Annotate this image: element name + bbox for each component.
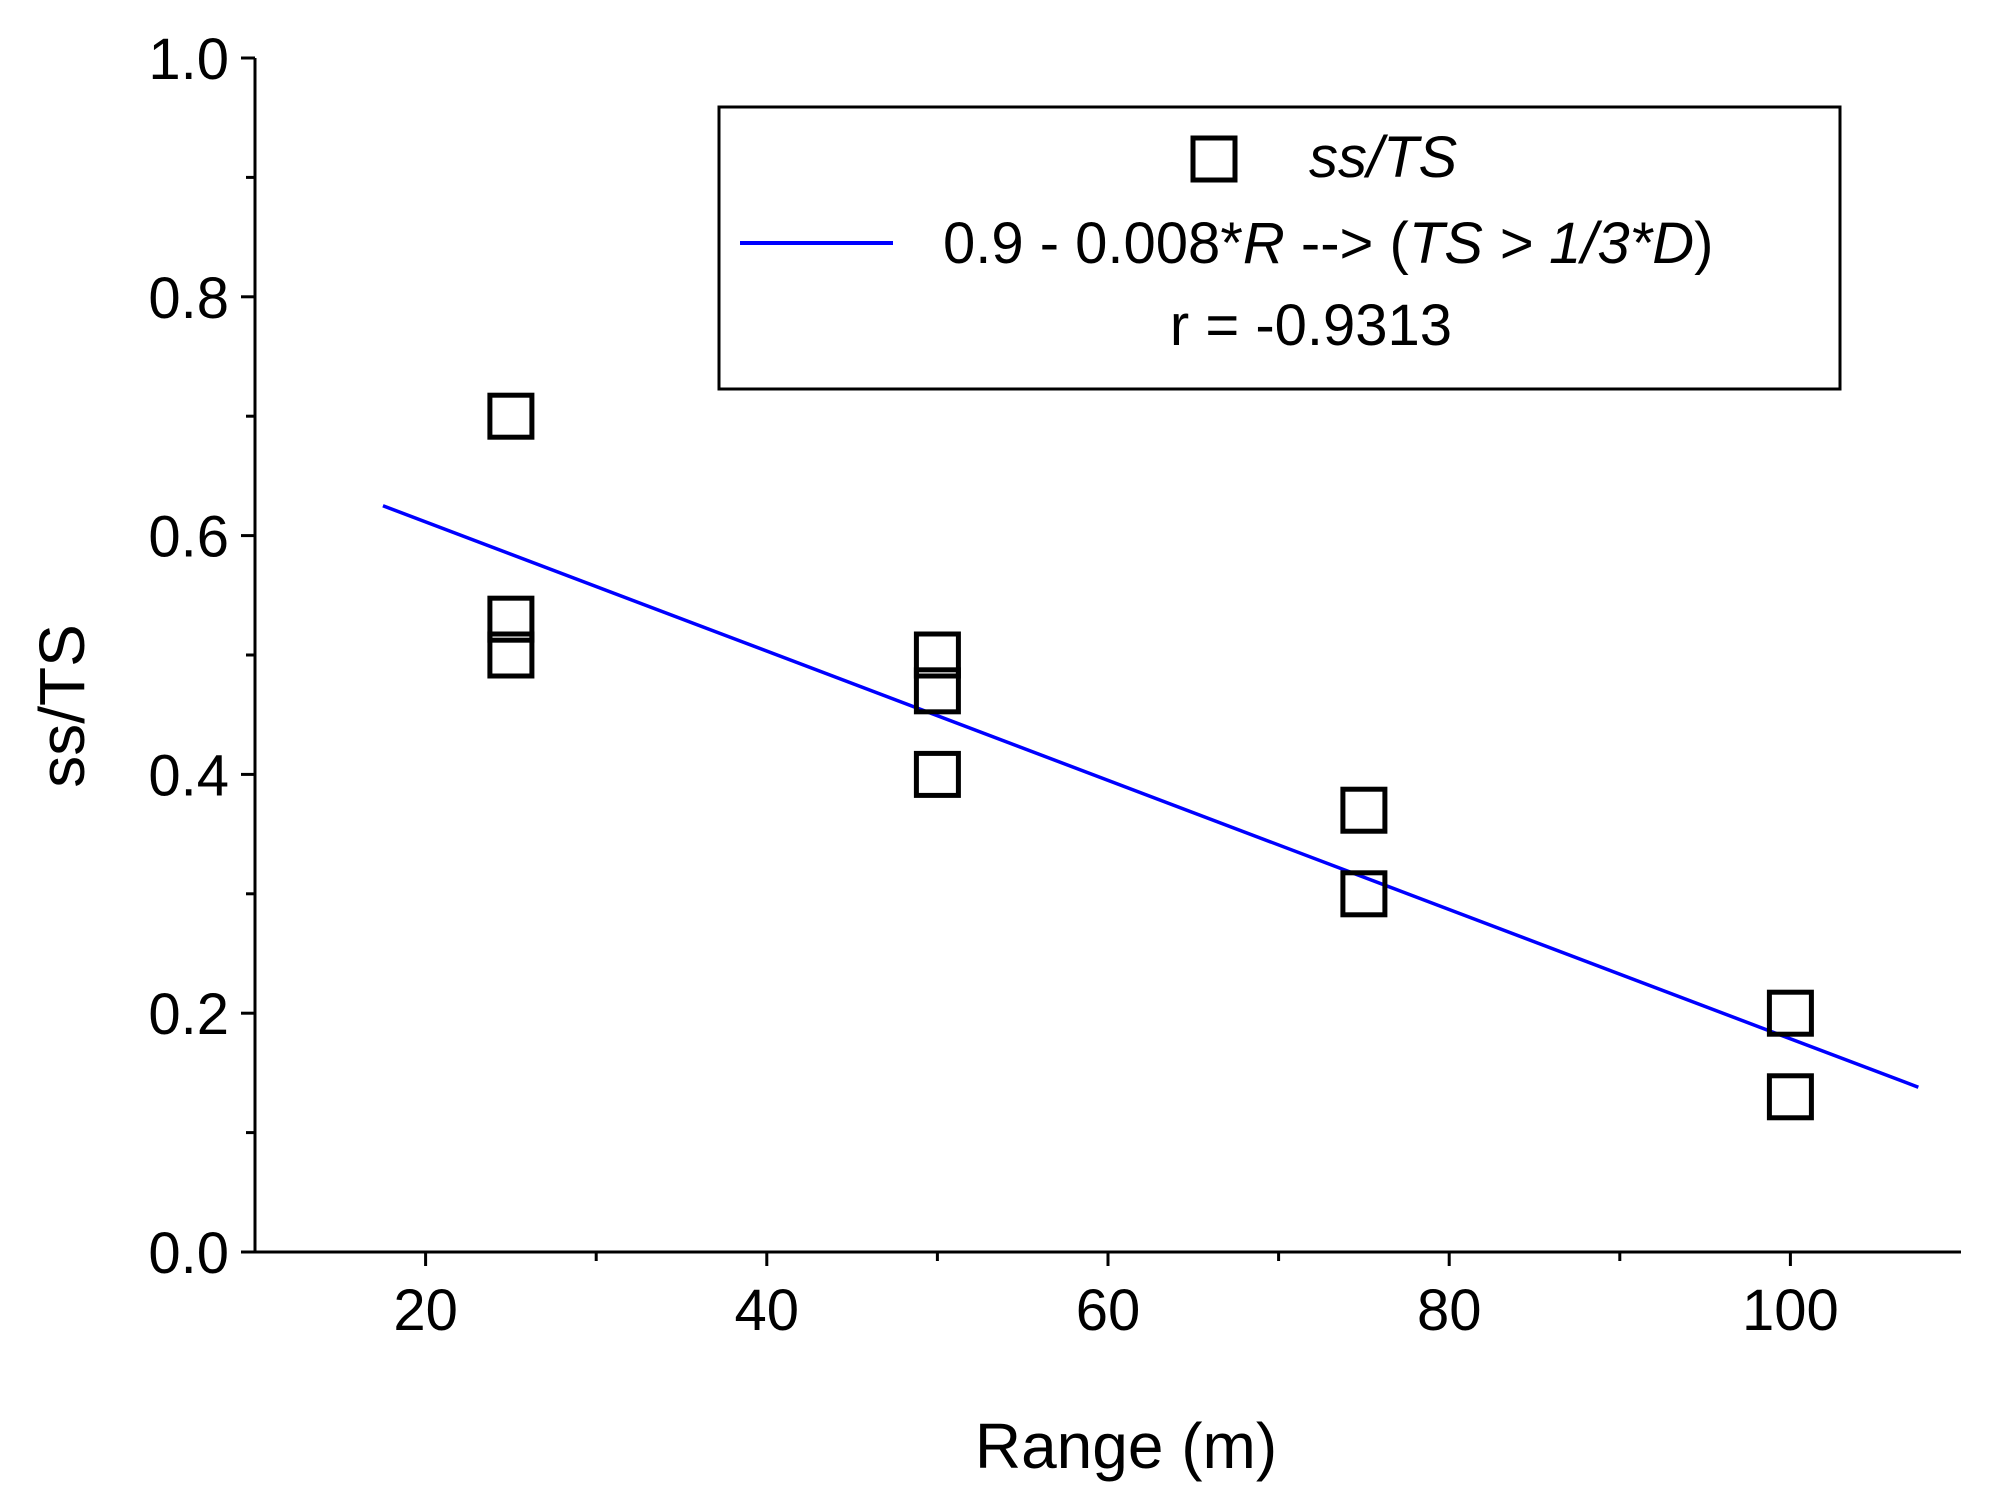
y-tick-label: 0.8 xyxy=(148,266,229,331)
scatter-point xyxy=(913,631,961,679)
scatter-point xyxy=(487,631,535,679)
scatter-point xyxy=(487,392,535,440)
x-tick-label: 60 xyxy=(1076,1278,1141,1343)
scatter-point xyxy=(1340,786,1388,834)
x-tick-label: 80 xyxy=(1417,1278,1482,1343)
legend-label-fit: 0.9 - 0.008*R --> (TS > 1/3*D) xyxy=(943,211,1713,276)
legend-label-part: ) xyxy=(1694,211,1713,276)
x-tick-label: 40 xyxy=(735,1278,800,1343)
scatter-point xyxy=(913,750,961,798)
y-tick-label: 0.2 xyxy=(148,982,229,1047)
legend-correlation-note: r = -0.9313 xyxy=(1170,293,1452,358)
scatter-point xyxy=(1766,989,1814,1037)
legend-label-scatter: ss/TS xyxy=(1309,125,1458,190)
legend-label-part: R xyxy=(1243,211,1285,276)
scatter-point xyxy=(1766,1073,1814,1121)
x-tick-label: 20 xyxy=(393,1278,458,1343)
x-axis-title: Range (m) xyxy=(975,1410,1277,1482)
y-tick-label: 1.0 xyxy=(148,27,229,92)
axes: 20 40 60 80 100 0.0 0.2 0.4 0.6 0.8 1.0 xyxy=(148,27,1961,1343)
scatter-point xyxy=(1340,870,1388,918)
legend-label-part: 0.9 - 0.008* xyxy=(943,211,1243,276)
fit-line xyxy=(382,504,1919,1089)
legend-marker-square xyxy=(1190,135,1238,183)
legend-box xyxy=(717,105,1842,391)
legend-label-part: --> ( xyxy=(1285,211,1409,276)
scatter-point xyxy=(487,595,535,643)
legend-label-part: ss/TS xyxy=(1309,125,1458,190)
x-tick-label: 100 xyxy=(1742,1278,1839,1343)
legend-label-part: TS > 1/3*D xyxy=(1409,211,1694,276)
y-tick-label: 0.6 xyxy=(148,505,229,570)
legend: ss/TS 0.9 - 0.008*R --> (TS > 1/3*D) r = -… xyxy=(717,105,1842,391)
scatter-point xyxy=(913,667,961,715)
plot-area xyxy=(382,392,1919,1121)
y-tick-label: 0.4 xyxy=(148,743,229,808)
y-tick-label: 0.0 xyxy=(148,1221,229,1286)
y-axis-title: ss/TS xyxy=(26,624,98,788)
